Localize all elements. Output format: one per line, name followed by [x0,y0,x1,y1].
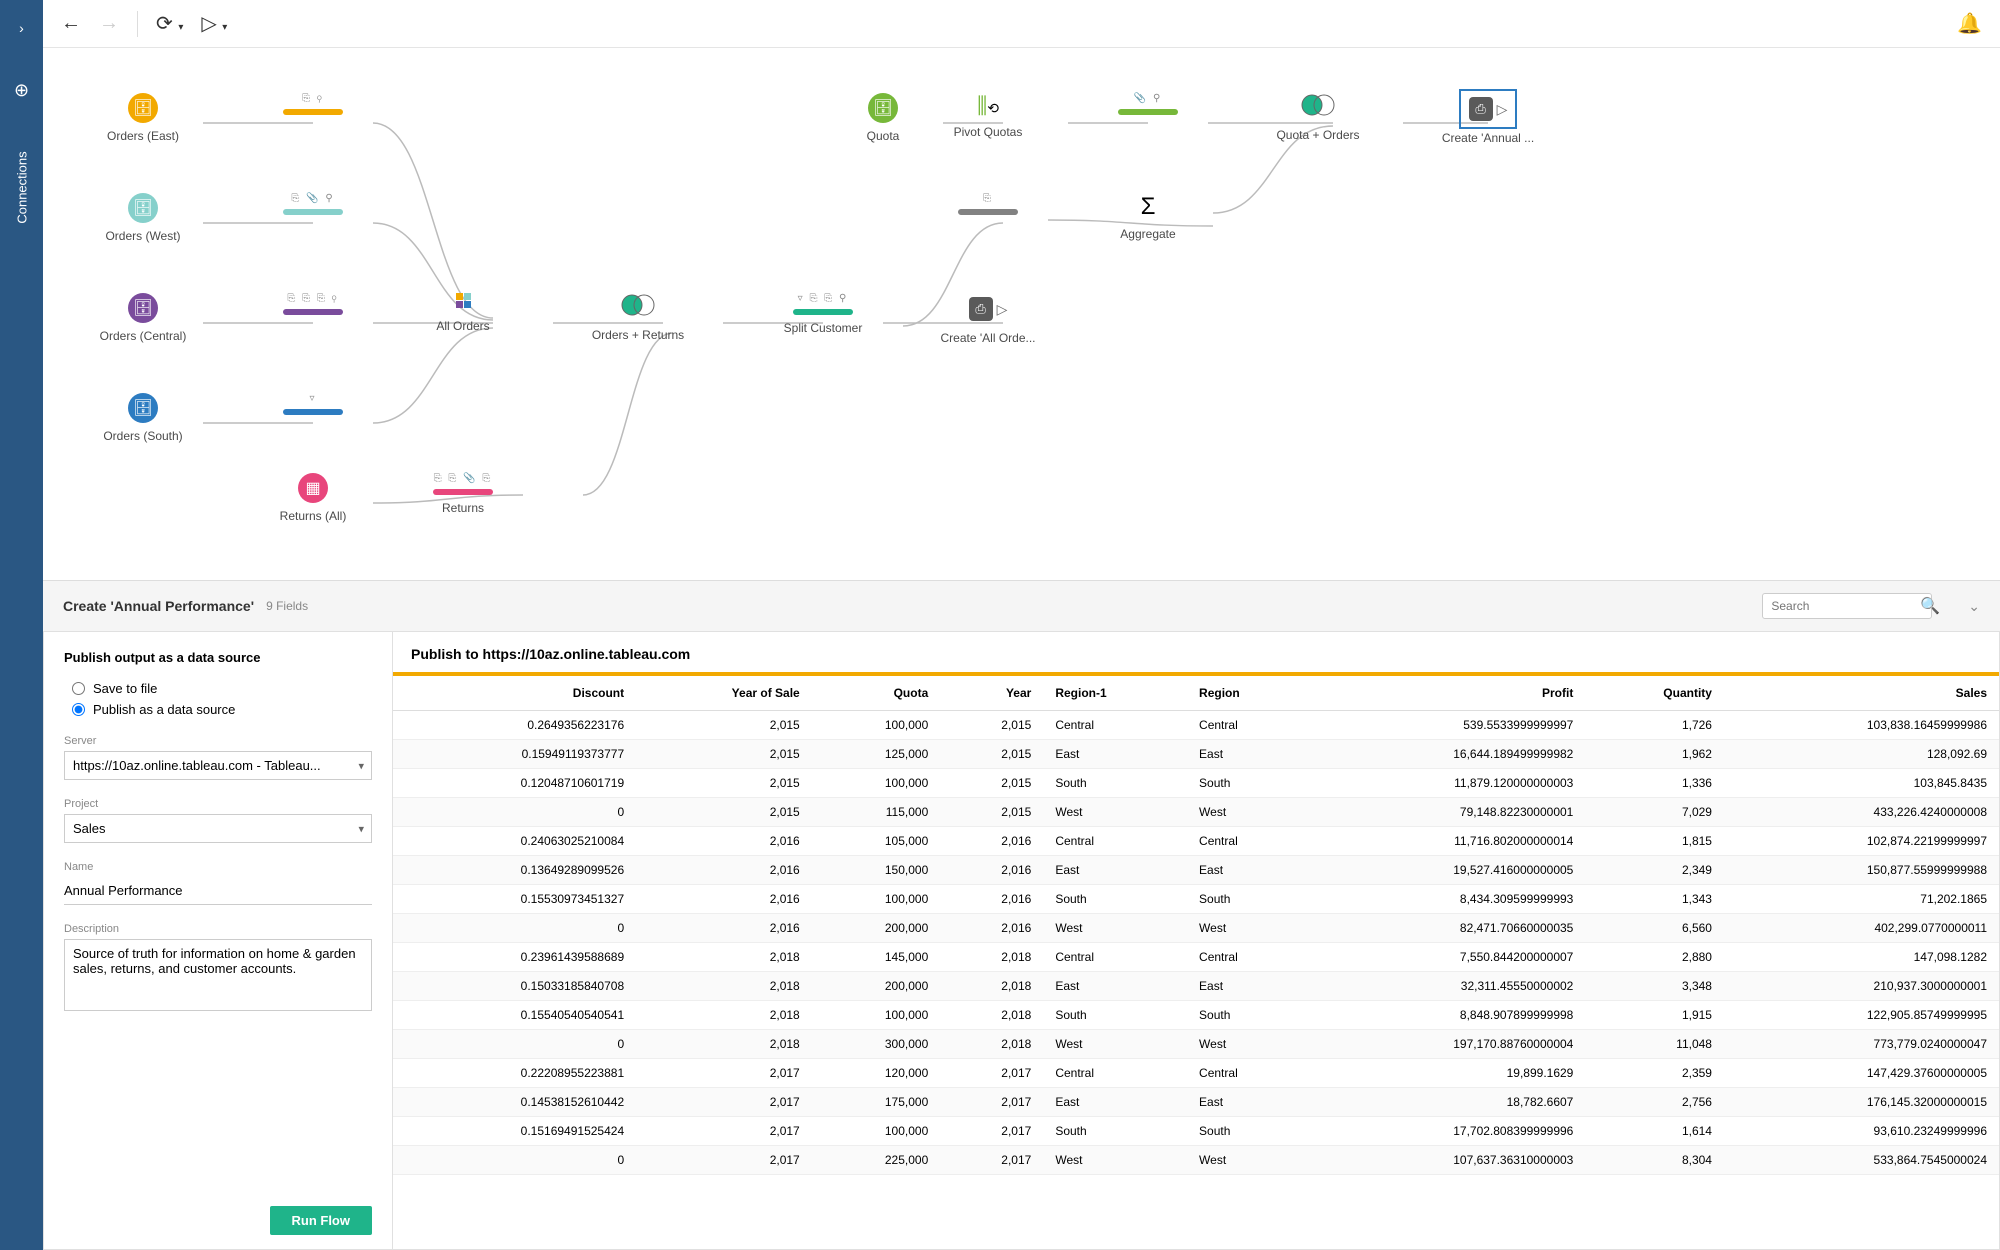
column-header[interactable]: Region [1187,676,1310,711]
column-header[interactable]: Discount [393,676,636,711]
output-preview: Publish to https://10az.online.tableau.c… [393,631,2000,1250]
server-select[interactable]: https://10az.online.tableau.com - Tablea… [64,751,372,780]
clean-step[interactable]: 📎 ⚲ [1088,93,1208,115]
input-node[interactable]: 🗄Orders (West) [83,193,203,243]
output-settings: Publish output as a data source Save to … [43,631,393,1250]
table-row[interactable]: 0.155309734513272,016100,0002,016SouthSo… [393,885,1999,914]
project-select[interactable]: Sales [64,814,372,843]
table-row[interactable]: 0.136492890995262,016150,0002,016EastEas… [393,856,1999,885]
input-node[interactable]: ▦Returns (All) [253,473,373,523]
save-to-file-radio[interactable]: Save to file [72,681,372,696]
refresh-button[interactable]: ⟳ ▾ [156,11,183,36]
input-node[interactable]: 🗄Orders (East) [83,93,203,143]
table-row[interactable]: 0.150331858407082,018200,0002,018EastEas… [393,972,1999,1001]
table-row[interactable]: 0.159491193737772,015125,0002,015EastEas… [393,740,1999,769]
aggregate-node[interactable]: ΣAggregate [1088,193,1208,241]
publish-radio[interactable]: Publish as a data source [72,702,372,717]
column-header[interactable]: Sales [1724,676,1999,711]
project-label: Project [64,798,372,810]
clean-step[interactable]: ⎘ 📎 ⚲ [253,193,373,215]
clean-step[interactable]: ⎘ ⎘ ⎘ ⚲ [253,293,373,315]
panel-header: Create 'Annual Performance' 9 Fields 🔍 ⌄ [43,581,2000,631]
table-row[interactable]: 02,018300,0002,018WestWest197,170.887600… [393,1030,1999,1059]
table-row[interactable]: 0.151694915254242,017100,0002,017SouthSo… [393,1117,1999,1146]
back-button[interactable]: ← [61,12,81,35]
clean-step[interactable]: ⎘ ⚲ [253,93,373,115]
clean-step[interactable]: ⎘ [928,193,1048,215]
separator [137,11,138,37]
output-node[interactable]: ⎙▷Create 'All Orde... [928,293,1048,345]
column-header[interactable]: Quota [812,676,941,711]
publish-to-header: Publish to https://10az.online.tableau.c… [393,632,1999,676]
clean-step[interactable]: ▿ [253,393,373,415]
union-node[interactable]: All Orders [403,293,523,333]
field-count: 9 Fields [266,599,308,613]
add-connection-icon[interactable]: ⊕ [14,80,29,101]
clean-step[interactable]: ▿ ⎘ ⎘ ⚲Split Customer [763,293,883,335]
table-row[interactable]: 02,016200,0002,016WestWest82,471.7066000… [393,914,1999,943]
preview-table: DiscountYear of SaleQuotaYearRegion-1Reg… [393,676,1999,1175]
table-row[interactable]: 0.155405405405412,018100,0002,018SouthSo… [393,1001,1999,1030]
join-node[interactable]: Orders + Returns [578,293,698,342]
column-header[interactable]: Profit [1310,676,1585,711]
run-flow-button[interactable]: Run Flow [270,1206,373,1235]
column-header[interactable]: Year of Sale [636,676,812,711]
join-node[interactable]: Quota + Orders [1258,93,1378,142]
table-row[interactable]: 0.222089552238812,017120,0002,017Central… [393,1059,1999,1088]
column-header[interactable]: Quantity [1585,676,1724,711]
clean-step[interactable]: ⎘ ⎘ 📎 ⎘Returns [403,473,523,515]
collapse-panel-icon[interactable]: ⌄ [1968,598,1980,615]
expand-sidebar-icon[interactable]: › [19,20,24,36]
pivot-node[interactable]: ⫼⟲Pivot Quotas [928,93,1048,139]
table-row[interactable]: 02,017225,0002,017WestWest107,637.363100… [393,1146,1999,1175]
column-header[interactable]: Region-1 [1043,676,1187,711]
flow-canvas[interactable]: 🗄Orders (East) 🗄Orders (West) 🗄Orders (Cen… [43,48,2000,580]
input-node[interactable]: 🗄Orders (South) [83,393,203,443]
output-panel: Create 'Annual Performance' 9 Fields 🔍 ⌄… [43,580,2000,1250]
description-label: Description [64,923,372,935]
table-row[interactable]: 0.145381526104422,017175,0002,017EastEas… [393,1088,1999,1117]
toolbar: ← → ⟳ ▾ ▷ ▾ 🔔 [43,0,2000,48]
connections-label: Connections [14,151,29,223]
input-node[interactable]: 🗄Quota [823,93,943,143]
description-textarea[interactable] [64,939,372,1011]
name-label: Name [64,861,372,873]
table-row[interactable]: 0.240630252100842,016105,0002,016Central… [393,827,1999,856]
name-input[interactable] [64,877,372,905]
table-row[interactable]: 0.120487106017192,015100,0002,015SouthSo… [393,769,1999,798]
table-row[interactable]: 02,015115,0002,015WestWest79,148.8223000… [393,798,1999,827]
server-label: Server [64,735,372,747]
column-header[interactable]: Year [940,676,1043,711]
panel-title: Create 'Annual Performance' [63,598,254,614]
run-button[interactable]: ▷ ▾ [201,11,227,36]
settings-heading: Publish output as a data source [64,650,372,665]
search-input[interactable] [1762,593,1932,619]
connections-sidebar: › ⊕ Connections [0,0,43,1250]
table-row[interactable]: 0.239614395886892,018145,0002,018Central… [393,943,1999,972]
forward-button[interactable]: → [99,12,119,35]
output-node[interactable]: ⎙▷Create 'Annual ... [1428,93,1548,145]
table-row[interactable]: 0.26493562231762,015100,0002,015CentralC… [393,711,1999,740]
input-node[interactable]: 🗄Orders (Central) [83,293,203,343]
notifications-icon[interactable]: 🔔 [1957,11,1982,36]
